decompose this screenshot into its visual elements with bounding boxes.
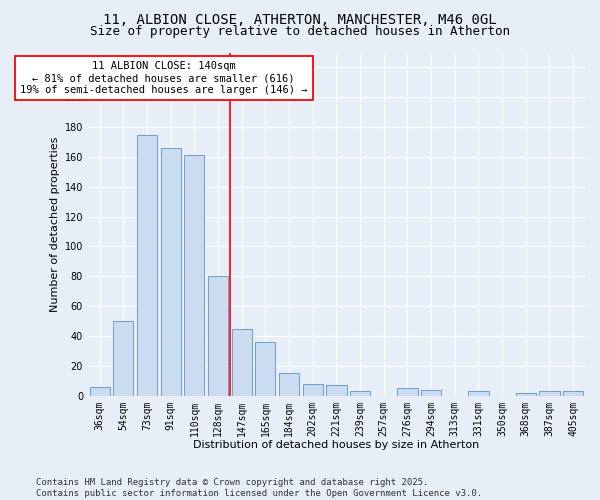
Bar bbox=[539, 391, 560, 396]
Bar bbox=[279, 374, 299, 396]
Bar bbox=[232, 328, 252, 396]
Bar bbox=[208, 276, 228, 396]
Bar bbox=[563, 391, 583, 396]
Text: 11, ALBION CLOSE, ATHERTON, MANCHESTER, M46 0GL: 11, ALBION CLOSE, ATHERTON, MANCHESTER, … bbox=[103, 12, 497, 26]
Bar bbox=[89, 387, 110, 396]
Bar bbox=[516, 392, 536, 396]
Bar bbox=[256, 342, 275, 396]
Bar bbox=[350, 391, 370, 396]
Bar bbox=[421, 390, 441, 396]
Bar bbox=[137, 134, 157, 396]
Bar bbox=[326, 386, 347, 396]
Text: Size of property relative to detached houses in Atherton: Size of property relative to detached ho… bbox=[90, 25, 510, 38]
Bar bbox=[397, 388, 418, 396]
Y-axis label: Number of detached properties: Number of detached properties bbox=[50, 136, 60, 312]
X-axis label: Distribution of detached houses by size in Atherton: Distribution of detached houses by size … bbox=[193, 440, 479, 450]
Bar bbox=[469, 391, 488, 396]
Bar bbox=[161, 148, 181, 396]
Text: Contains HM Land Registry data © Crown copyright and database right 2025.
Contai: Contains HM Land Registry data © Crown c… bbox=[36, 478, 482, 498]
Bar bbox=[113, 321, 133, 396]
Text: 11 ALBION CLOSE: 140sqm
← 81% of detached houses are smaller (616)
19% of semi-d: 11 ALBION CLOSE: 140sqm ← 81% of detache… bbox=[20, 62, 307, 94]
Bar bbox=[303, 384, 323, 396]
Bar bbox=[184, 156, 205, 396]
